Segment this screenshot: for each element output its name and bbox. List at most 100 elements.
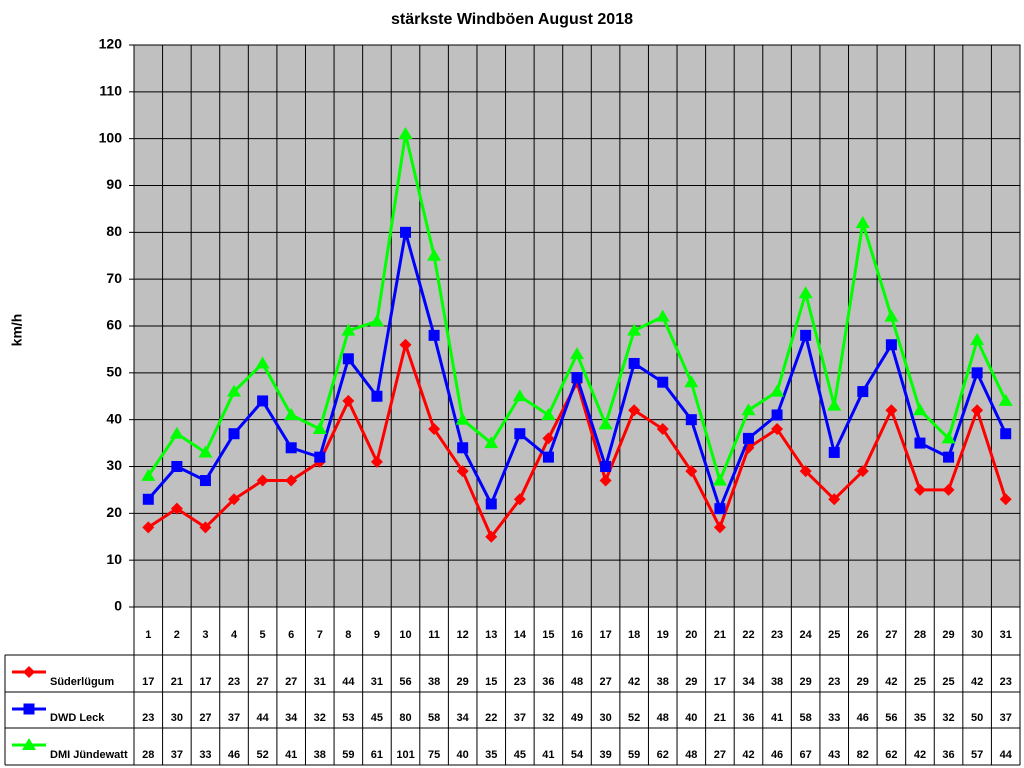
marker [628,357,640,369]
marker [456,465,469,478]
marker [628,404,641,417]
marker [684,375,699,388]
marker [142,521,155,534]
data-label: 23 [228,676,240,688]
y-tick-label: 120 [99,36,123,52]
data-label: 50 [971,712,983,724]
marker [542,432,555,445]
marker [512,389,527,402]
marker [943,451,955,463]
y-tick-label: 30 [106,457,122,473]
data-label: 58 [800,712,812,724]
marker [771,409,783,421]
marker [228,428,240,440]
marker [255,356,270,369]
x-tick-label: 18 [628,629,640,641]
data-label: 29 [685,676,697,688]
data-label: 40 [457,749,469,761]
x-tick-label: 15 [542,629,554,641]
marker [342,353,354,365]
marker [199,475,211,487]
marker [484,436,499,449]
marker [998,393,1013,406]
marker [970,333,985,346]
x-tick-label: 12 [457,629,469,641]
y-tick-label: 60 [106,317,122,333]
marker [485,530,498,543]
x-tick-label: 7 [317,629,323,641]
y-tick-label: 90 [106,176,122,192]
data-label: 42 [742,749,754,761]
y-tick-label: 70 [106,270,122,286]
marker [714,503,726,515]
data-label: 27 [256,676,268,688]
x-tick-label: 16 [571,629,583,641]
marker [370,455,383,468]
x-tick-label: 3 [202,629,208,641]
data-label: 42 [971,676,983,688]
marker [457,442,469,454]
data-label: 35 [485,749,497,761]
marker [398,126,413,139]
marker [657,376,669,388]
data-label: 38 [657,676,669,688]
x-tick-label: 1 [145,629,151,641]
marker [800,329,812,341]
data-label: 30 [599,712,611,724]
marker [600,461,612,472]
marker [798,286,813,299]
x-tick-label: 11 [428,629,440,641]
data-label: 27 [714,749,726,761]
chart-title: stärkste Windböen August 2018 [391,11,633,28]
marker [885,404,898,417]
marker [169,426,184,439]
legend-marker [22,738,36,750]
data-label: 39 [599,749,611,761]
data-label: 21 [714,712,726,724]
marker [771,423,784,436]
data-label: 46 [228,749,240,761]
data-label: 37 [514,712,526,724]
data-label: 37 [1000,712,1012,724]
marker [199,521,212,534]
data-label: 56 [885,712,897,724]
y-tick-label: 0 [114,598,122,614]
data-label: 48 [657,712,669,724]
marker [828,446,840,458]
data-label: 48 [685,749,697,761]
marker [428,423,441,436]
data-label: 32 [542,712,554,724]
y-tick-label: 110 [99,83,122,99]
x-tick-label: 27 [885,629,897,641]
y-tick-label: 50 [106,364,122,380]
data-label: 40 [685,712,697,724]
marker [857,386,869,398]
y-axis-label: km/h [9,314,25,347]
y-tick-label: 100 [99,129,123,145]
data-label: 42 [885,676,897,688]
data-label: 38 [428,676,440,688]
marker [314,451,326,463]
marker [685,414,697,426]
marker [285,442,297,454]
data-label: 41 [542,749,554,761]
marker [342,394,355,407]
marker [341,323,356,336]
data-label: 36 [742,712,754,724]
data-label: 37 [171,749,183,761]
data-label: 27 [599,676,611,688]
data-label: 23 [514,676,526,688]
marker [256,474,269,487]
data-label: 53 [342,712,354,724]
marker [971,404,984,417]
data-label: 37 [228,712,240,724]
marker [999,493,1012,506]
x-tick-label: 19 [657,629,669,641]
data-label: 46 [771,749,783,761]
marker [141,468,156,481]
data-label: 48 [571,676,583,688]
marker [400,226,412,238]
marker [369,314,384,327]
marker [571,372,583,384]
